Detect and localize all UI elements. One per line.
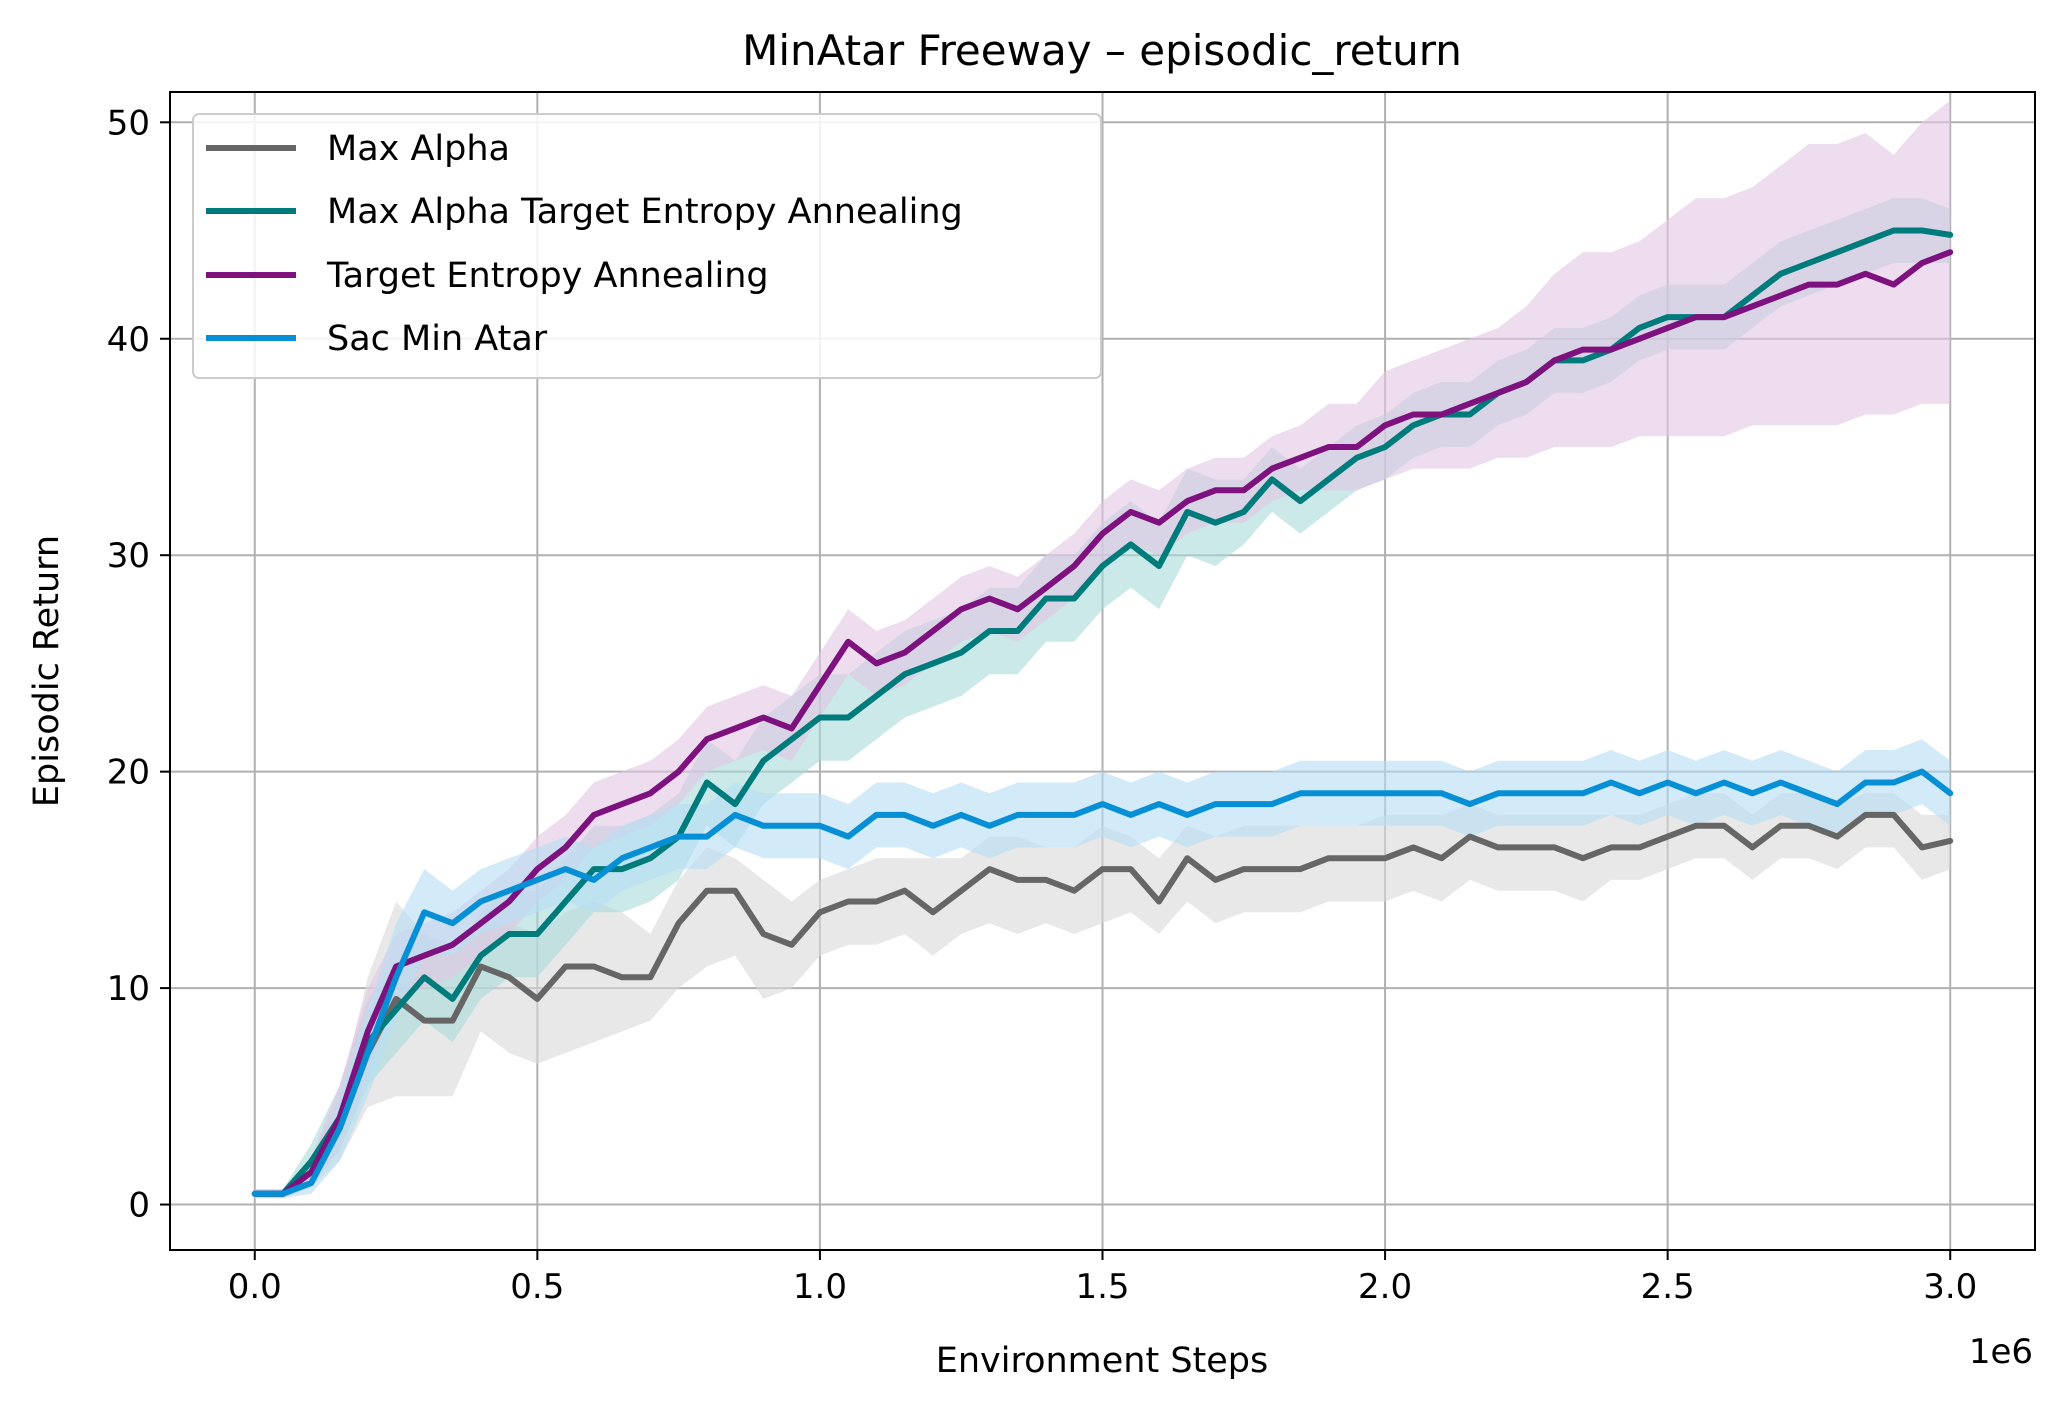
x-tick-label: 2.5 (1641, 1267, 1695, 1307)
line-sac-min-atar (251, 768, 1954, 1197)
series-lines (251, 227, 1954, 1197)
legend-label-max-alpha-target-entropy-annealing: Max Alpha Target Entropy Annealing (327, 192, 963, 232)
x-tick-label: 0.5 (510, 1267, 564, 1307)
axis-ticks: 0.0 0.5 1.0 1.5 2.0 2.5 3.0 0 10 20 30 40 50 (107, 103, 1978, 1307)
legend-label-sac-min-atar: Sac Min Atar (327, 319, 548, 359)
x-tick-label: 3.0 (1923, 1267, 1977, 1307)
y-tick-label: 30 (107, 536, 150, 576)
x-tick-label: 1.0 (793, 1267, 847, 1307)
line-max-alpha-target-entropy-annealing (251, 227, 1954, 1197)
band-sac-min-atar (254, 739, 1951, 1199)
y-axis-label: Episodic Return (27, 535, 67, 807)
x-tick-label: 0.0 (228, 1267, 282, 1307)
legend-box (192, 113, 1102, 379)
y-tick-label: 50 (107, 103, 150, 143)
line-max-alpha (251, 811, 1954, 1197)
band-max-alpha (254, 793, 1951, 1199)
legend: Max Alpha Max Alpha Target Entropy Annea… (192, 113, 1102, 379)
y-tick-label: 10 (107, 969, 150, 1009)
band-target-entropy-annealing (254, 100, 1951, 1199)
x-tick-label: 2.0 (1358, 1267, 1412, 1307)
y-tick-label: 40 (107, 320, 150, 360)
y-tick-label: 0 (128, 1186, 150, 1226)
legend-label-target-entropy-annealing: Target Entropy Annealing (326, 256, 769, 296)
chart-title: MinAtar Freeway – episodic_return (742, 26, 1462, 75)
x-tick-label: 1.5 (1075, 1267, 1129, 1307)
y-tick-label: 20 (107, 753, 150, 793)
legend-label-max-alpha: Max Alpha (327, 129, 510, 169)
line-target-entropy-annealing (251, 249, 1954, 1197)
x-axis-offset-label: 1e6 (1969, 1332, 2033, 1372)
x-axis-label: Environment Steps (936, 1341, 1269, 1381)
